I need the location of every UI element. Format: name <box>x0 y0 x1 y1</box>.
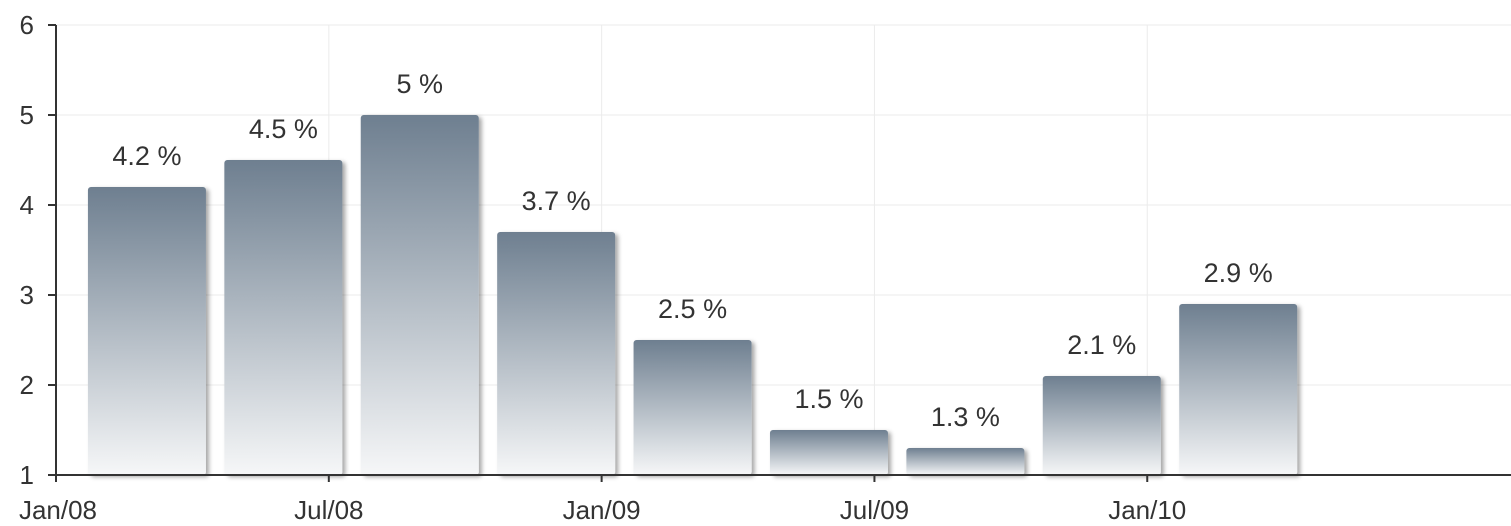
y-tick-label: 2 <box>20 370 34 400</box>
data-label: 2.5 % <box>658 294 727 324</box>
data-label: 2.9 % <box>1204 258 1273 288</box>
bar <box>360 115 479 475</box>
bar <box>497 232 616 475</box>
data-labels: 4.2 % 4.5 % 5 % 3.7 % 2.5 % 1.5 % 1.3 % 2.1 % 2.… <box>112 69 1272 432</box>
bar <box>1042 376 1161 475</box>
bar <box>769 430 888 475</box>
y-tick-label: 5 <box>20 100 34 130</box>
bar <box>633 340 752 475</box>
x-tick-label: Jul/09 <box>840 495 909 525</box>
data-label: 1.3 % <box>931 402 1000 432</box>
x-tick-label: Jan/09 <box>563 495 641 525</box>
bar <box>224 160 343 475</box>
x-tick-label: Jan/08 <box>19 495 97 525</box>
data-label: 1.5 % <box>794 384 863 414</box>
y-tick-label: 4 <box>20 190 34 220</box>
y-tick-label: 6 <box>20 10 34 40</box>
axes: 1 2 3 4 5 6 Jan/08 Jul/08 Jan/09 Jul/09 Jan/10 <box>19 10 1511 525</box>
data-label: 5 % <box>396 69 443 99</box>
bars <box>87 115 1298 475</box>
y-tick-label: 1 <box>20 460 34 490</box>
x-tick-label: Jul/08 <box>294 495 363 525</box>
x-tick-label: Jan/10 <box>1108 495 1186 525</box>
data-label: 4.2 % <box>112 141 181 171</box>
y-tick-label: 3 <box>20 280 34 310</box>
data-label: 3.7 % <box>522 186 591 216</box>
bar <box>906 448 1025 475</box>
bar <box>87 187 206 475</box>
data-label: 2.1 % <box>1067 330 1136 360</box>
bar <box>1179 304 1298 475</box>
data-label: 4.5 % <box>249 114 318 144</box>
